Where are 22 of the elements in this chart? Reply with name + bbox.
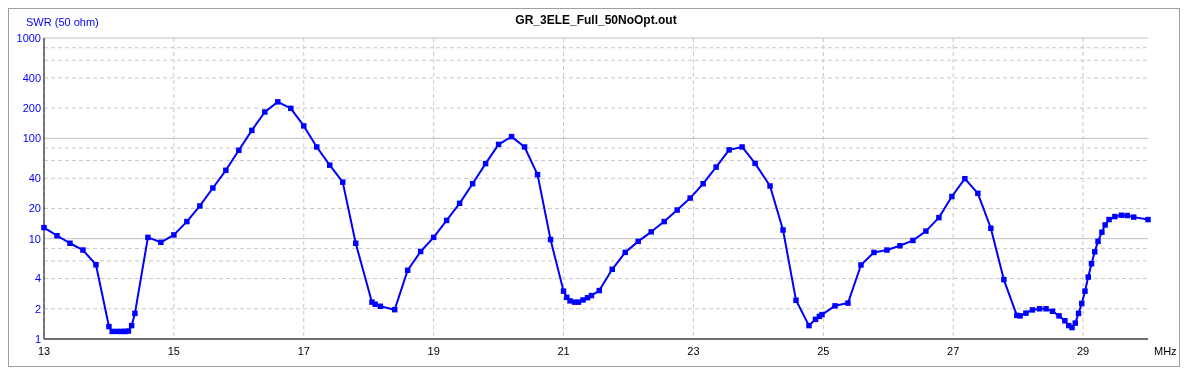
x-tick-label: 15: [167, 345, 181, 357]
y-tick-label: 400: [22, 71, 41, 84]
y-tick-label: 2: [34, 302, 41, 315]
y-tick-label: 1: [34, 332, 41, 345]
y-tick-label: 4: [34, 272, 41, 285]
y-tick-label: 40: [28, 172, 41, 185]
x-axis-title: MHz: [1154, 345, 1177, 357]
x-tick-label: 27: [947, 345, 960, 357]
x-tick-label: 17: [297, 345, 310, 357]
x-tick-label: 21: [557, 345, 570, 357]
y-axis-title: SWR (50 ohm): [26, 16, 99, 28]
y-tick-label: 20: [28, 202, 41, 215]
x-tick-label: 29: [1076, 345, 1090, 357]
y-tick-label: 1000: [16, 31, 41, 44]
y-tick-label: 200: [22, 101, 41, 114]
chart-title: GR_3ELE_Full_50NoOpt.out: [515, 13, 677, 27]
y-tick-label: 100: [22, 132, 41, 145]
x-tick-label: 23: [687, 345, 700, 357]
x-tick-label: 19: [427, 345, 440, 357]
y-tick-label: 10: [28, 232, 41, 245]
x-tick-label: 13: [37, 345, 51, 357]
x-tick-label: 25: [817, 345, 830, 357]
